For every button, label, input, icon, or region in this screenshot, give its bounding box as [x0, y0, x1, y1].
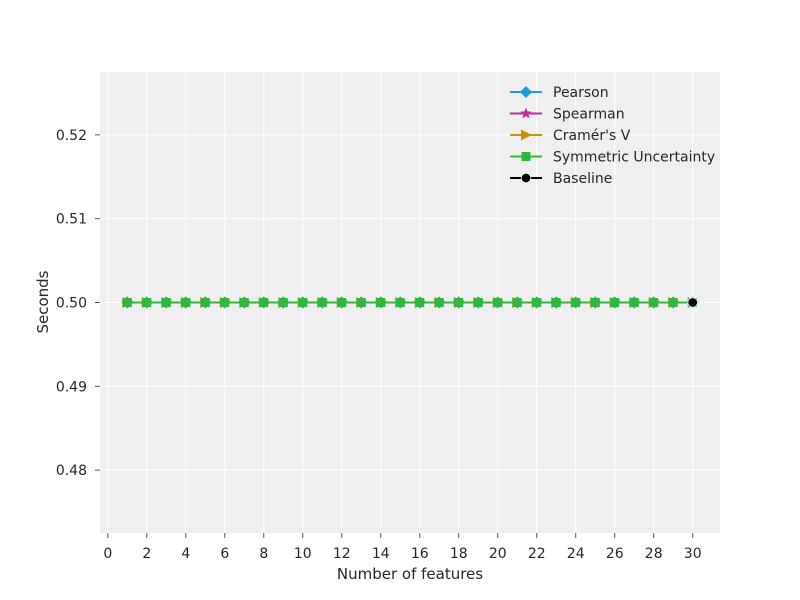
data-point — [434, 298, 444, 307]
x-tick-label: 30 — [684, 546, 702, 562]
series-layer — [121, 296, 699, 309]
data-point — [610, 298, 620, 307]
x-tick-label: 6 — [220, 546, 229, 562]
data-point — [122, 298, 132, 307]
legend-label: Symmetric Uncertainty — [553, 150, 715, 166]
y-tick-label: 0.52 — [56, 128, 87, 144]
data-point — [395, 298, 405, 307]
legend-item: Spearman — [510, 107, 625, 123]
legend-marker — [520, 107, 532, 119]
legend-label: Pearson — [553, 85, 609, 101]
data-point — [415, 298, 425, 307]
data-point — [649, 298, 659, 307]
x-tick-label: 12 — [333, 546, 351, 562]
data-point — [629, 298, 639, 307]
y-tick-label: 0.48 — [56, 463, 87, 479]
data-point — [590, 298, 600, 307]
data-point — [161, 298, 171, 307]
data-point — [668, 298, 678, 307]
data-point — [512, 298, 522, 307]
x-axis-ticks: 0 2 4 6 8 10 12 14 16 18 20 22 24 26 28 30 — [103, 533, 702, 562]
x-tick-label: 22 — [528, 546, 546, 562]
legend-marker — [521, 129, 532, 141]
x-tick-label: 24 — [567, 546, 585, 562]
legend-label: Baseline — [553, 171, 612, 187]
data-point — [687, 297, 698, 308]
data-point — [181, 298, 191, 307]
data-point — [239, 298, 249, 307]
series-3 — [122, 298, 698, 307]
data-point — [532, 298, 542, 307]
y-tick-label: 0.49 — [56, 379, 87, 395]
x-tick-label: 18 — [450, 546, 468, 562]
series-4 — [687, 297, 698, 308]
x-tick-label: 4 — [181, 546, 190, 562]
data-point — [278, 298, 288, 307]
y-axis-label: Seconds — [34, 270, 52, 333]
x-tick-label: 26 — [606, 546, 624, 562]
legend-item: Pearson — [510, 85, 609, 101]
data-point — [298, 298, 308, 307]
data-point — [551, 298, 561, 307]
data-point — [200, 298, 210, 307]
data-point — [142, 298, 152, 307]
data-point — [220, 298, 230, 307]
x-tick-label: 2 — [142, 546, 151, 562]
legend-item: Symmetric Uncertainty — [510, 150, 715, 166]
data-point — [571, 298, 581, 307]
data-point — [454, 298, 464, 307]
legend-item: Cramér's V — [510, 128, 631, 144]
legend-marker — [520, 172, 532, 184]
data-point — [376, 298, 386, 307]
legend-marker — [521, 152, 531, 161]
x-axis-label: Number of features — [337, 565, 483, 583]
legend-label: Cramér's V — [553, 128, 631, 144]
y-tick-label: 0.51 — [56, 212, 87, 228]
y-axis-ticks: 0.48 0.49 0.50 0.51 0.52 — [56, 128, 100, 479]
legend-label: Spearman — [553, 107, 625, 123]
data-point — [317, 298, 327, 307]
legend-item: Baseline — [510, 171, 612, 187]
data-point — [473, 298, 483, 307]
x-tick-label: 28 — [645, 546, 663, 562]
y-tick-label: 0.50 — [56, 296, 87, 312]
x-tick-label: 14 — [372, 546, 390, 562]
x-tick-label: 8 — [259, 546, 268, 562]
data-point — [493, 298, 503, 307]
x-tick-label: 16 — [411, 546, 429, 562]
x-tick-label: 10 — [294, 546, 312, 562]
legend: Pearson Spearman Cramér's V Symmetric Uncer… — [510, 85, 715, 187]
x-tick-label: 0 — [103, 546, 112, 562]
data-point — [337, 298, 347, 307]
x-tick-label: 20 — [489, 546, 507, 562]
data-point — [356, 298, 366, 307]
legend-marker — [520, 86, 532, 98]
data-point — [259, 298, 269, 307]
